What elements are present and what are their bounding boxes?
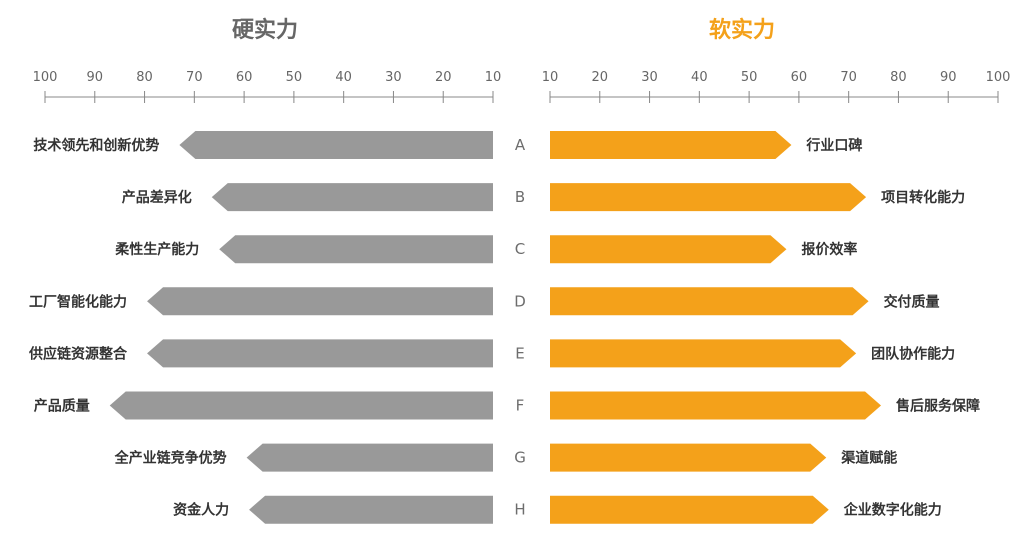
right-tick-label: 10 — [542, 70, 559, 85]
right-tick-label: 40 — [691, 70, 708, 85]
right-bar-A — [550, 131, 792, 159]
right-bar-G — [550, 443, 827, 472]
left-tick-label: 20 — [435, 70, 452, 85]
left-tick-label: 70 — [186, 70, 203, 85]
left-bar-label-C: 柔性生产能力 — [114, 241, 199, 258]
right-tick-label: 30 — [641, 70, 658, 85]
right-bar-label-A: 行业口碑 — [805, 137, 862, 154]
category-label-H: H — [514, 501, 525, 519]
right-tick-label: 60 — [791, 70, 808, 85]
right-tick-label: 100 — [986, 70, 1011, 85]
left-tick-label: 90 — [87, 70, 104, 85]
left-tick-label: 60 — [236, 70, 253, 85]
right-panel-title: 软实力 — [709, 17, 775, 43]
right-bar-label-B: 项目转化能力 — [881, 189, 965, 206]
right-bar-label-C: 报价效率 — [801, 241, 857, 258]
left-bar-E — [147, 339, 494, 368]
right-bar-label-E: 团队协作能力 — [871, 345, 955, 362]
left-bar-G — [246, 443, 493, 472]
right-bar-H — [550, 495, 829, 524]
left-bar-A — [179, 131, 493, 159]
left-bar-C — [219, 235, 493, 264]
right-axis: 10 20 30 40 50 60 70 80 90 100 — [542, 70, 1011, 103]
right-bar-D — [550, 287, 869, 316]
left-bar-label-A: 技术领先和创新优势 — [33, 137, 159, 154]
right-bar-F — [550, 391, 882, 420]
left-bar-H — [249, 495, 493, 524]
category-label-A: A — [515, 136, 526, 154]
left-bar-label-H: 资金人力 — [173, 502, 229, 519]
right-bar-label-F: 售后服务保障 — [895, 398, 980, 415]
category-label-B: B — [515, 188, 525, 206]
left-bar-label-G: 全产业链竞争优势 — [114, 450, 227, 467]
category-label-F: F — [516, 397, 525, 415]
category-label-E: E — [515, 344, 524, 362]
right-tick-label: 70 — [840, 70, 857, 85]
category-labels: A B C D E F G H — [514, 136, 526, 519]
left-tick-label: 80 — [136, 70, 153, 85]
left-tick-label: 40 — [335, 70, 352, 85]
left-bar-label-F: 产品质量 — [34, 398, 90, 415]
category-label-G: G — [514, 449, 526, 467]
right-bar-label-D: 交付质量 — [884, 293, 940, 310]
left-bar-F — [109, 391, 493, 420]
category-label-C: C — [515, 240, 525, 258]
left-bar-label-B: 产品差异化 — [122, 189, 192, 206]
left-tick-label: 30 — [385, 70, 402, 85]
right-bar-B — [550, 183, 867, 212]
left-panel-title: 硬实力 — [232, 17, 298, 43]
right-tick-label: 90 — [940, 70, 957, 85]
right-tick-label: 80 — [890, 70, 907, 85]
left-tick-label: 10 — [485, 70, 502, 85]
left-tick-label: 50 — [286, 70, 303, 85]
right-bar-label-G: 渠道赋能 — [840, 450, 897, 467]
right-bar-label-H: 企业数字化能力 — [843, 502, 942, 519]
right-tick-label: 20 — [592, 70, 609, 85]
left-bar-D — [147, 287, 494, 316]
left-axis: 100 90 80 70 60 50 40 30 20 10 — [33, 70, 502, 103]
left-bar-B — [211, 183, 493, 212]
left-bar-label-D: 工厂智能化能力 — [29, 293, 127, 310]
right-tick-label: 50 — [741, 70, 758, 85]
category-label-D: D — [514, 292, 526, 310]
right-bar-E — [550, 339, 857, 368]
right-bar-C — [550, 235, 787, 264]
left-bar-label-E: 供应链资源整合 — [28, 345, 128, 362]
left-tick-label: 100 — [33, 70, 58, 85]
